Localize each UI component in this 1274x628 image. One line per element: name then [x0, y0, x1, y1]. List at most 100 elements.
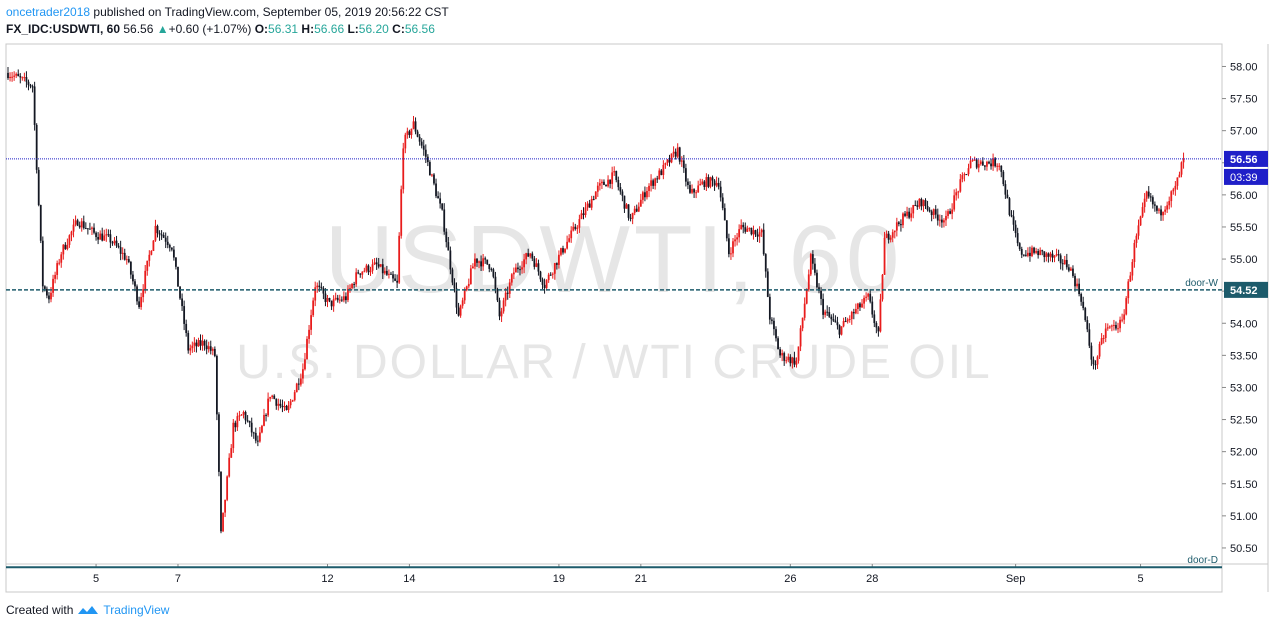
- candle-body: [123, 252, 126, 260]
- candle-body: [709, 177, 712, 187]
- candle-body: [1153, 204, 1156, 206]
- time-axis[interactable]: 5 7 12 14 19 21 26 28 Sep 5: [93, 564, 1144, 585]
- candle-body: [95, 232, 97, 238]
- candle-body: [1012, 216, 1015, 225]
- candle-body: [310, 315, 313, 330]
- candle-body: [1172, 189, 1175, 192]
- candle-body: [641, 192, 644, 200]
- candle-body: [949, 211, 951, 214]
- candle-body: [789, 356, 792, 364]
- candle-body: [773, 320, 775, 330]
- candle-body: [760, 229, 763, 233]
- candle-body: [644, 192, 646, 198]
- candle-body: [398, 235, 401, 283]
- candle-body: [752, 230, 755, 235]
- candle-body: [955, 192, 958, 196]
- candle-body: [404, 134, 407, 149]
- candle-body: [259, 432, 261, 442]
- candle-body: [406, 131, 409, 135]
- candle-body: [416, 131, 419, 137]
- candle-body: [84, 228, 87, 230]
- symbol-label[interactable]: FX_IDC:USDWTI, 60: [6, 22, 121, 36]
- candle-body: [99, 233, 102, 240]
- candle-body: [988, 161, 990, 164]
- candle-body: [558, 254, 560, 265]
- price-axis[interactable]: 58.0057.5057.0056.5056.0055.5055.0054.50…: [1222, 61, 1258, 555]
- countdown-label: 03:39: [1230, 172, 1258, 184]
- candle-body: [127, 259, 130, 262]
- candle-body: [601, 181, 603, 184]
- candle-body: [9, 76, 11, 79]
- candle-body: [535, 263, 538, 267]
- high-value: 56.66: [314, 22, 345, 36]
- candle-body: [816, 272, 818, 288]
- candle-body: [775, 329, 777, 339]
- candle-body: [1178, 174, 1181, 178]
- candle-body: [222, 512, 224, 532]
- candle-body: [902, 213, 904, 226]
- candle-body: [635, 208, 638, 212]
- candle-body: [330, 300, 333, 307]
- candle-body: [684, 168, 687, 182]
- candle-body: [1018, 243, 1021, 250]
- candle-body: [19, 76, 22, 78]
- candle-body: [986, 161, 988, 167]
- candle-body: [86, 228, 89, 230]
- candle-body: [803, 303, 806, 318]
- candle-body: [1033, 247, 1035, 253]
- candle-body: [148, 254, 151, 261]
- candle-body: [850, 312, 853, 319]
- candle-body: [381, 264, 384, 274]
- candle-body: [111, 242, 114, 244]
- candle-body: [424, 149, 427, 157]
- time-tick-label-6: 26: [784, 573, 796, 585]
- candle-body: [52, 278, 54, 293]
- candle-body: [727, 238, 730, 255]
- candle-body: [1022, 254, 1025, 256]
- high-label: H:: [301, 22, 315, 36]
- candle-body: [867, 293, 870, 297]
- candle-body: [371, 264, 374, 271]
- tradingview-link[interactable]: TradingView: [103, 603, 170, 617]
- candle-body: [885, 233, 888, 238]
- candle-body: [592, 198, 595, 200]
- candle-body: [670, 153, 673, 163]
- price-tick-label-4: 56.00: [1230, 190, 1258, 202]
- candle-body: [971, 159, 974, 161]
- candle-body: [299, 378, 302, 385]
- candle-body: [340, 299, 343, 301]
- candle-body: [283, 405, 286, 408]
- candle-body: [652, 180, 655, 186]
- candle-body: [891, 232, 894, 238]
- candle-body: [1020, 249, 1023, 255]
- candle-body: [459, 305, 462, 316]
- candle-body: [959, 179, 962, 192]
- candle-body: [1119, 319, 1121, 329]
- candle-body: [435, 183, 437, 197]
- candle-body: [793, 357, 796, 365]
- candle-body: [680, 160, 683, 162]
- candle-body: [629, 217, 632, 219]
- time-tick-label-8: Sep: [1006, 573, 1026, 585]
- candle-body: [385, 270, 388, 275]
- candle-body: [41, 240, 44, 287]
- price-tick-label-6: 55.00: [1230, 254, 1258, 266]
- candle-body: [302, 369, 304, 379]
- candle-body: [1151, 197, 1154, 205]
- price-tick-label-13: 51.50: [1230, 479, 1258, 491]
- candle-body: [400, 189, 403, 236]
- candle-body: [252, 432, 255, 434]
- price-tick-label-9: 53.50: [1230, 350, 1258, 362]
- candle-body: [238, 415, 241, 417]
- candle-body: [1137, 225, 1140, 236]
- candle-body: [617, 179, 620, 188]
- candle-body: [187, 333, 190, 351]
- candle-body: [594, 191, 597, 200]
- username-link[interactable]: oncetrader2018: [6, 5, 91, 19]
- candle-body: [244, 411, 247, 421]
- candle-body: [254, 432, 257, 441]
- candle-body: [531, 253, 534, 259]
- candle-body: [687, 181, 689, 186]
- candle-body: [443, 209, 446, 232]
